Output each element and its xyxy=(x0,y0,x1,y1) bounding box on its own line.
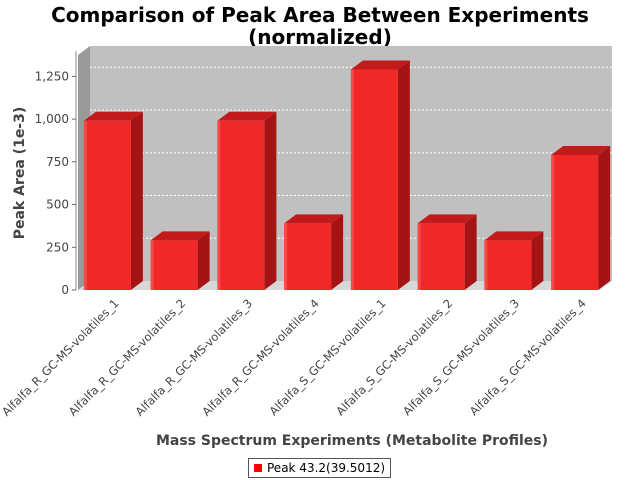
bar-highlight xyxy=(284,223,288,290)
x-tick-label: Alfalfa_S_GC-MS-volatiles_1 xyxy=(266,296,388,418)
bar-highlight xyxy=(217,120,221,290)
bar-top xyxy=(551,145,611,155)
chart-title-line-1: Comparison of Peak Area Between Experime… xyxy=(51,3,589,27)
bar-top xyxy=(150,231,210,241)
bar-side xyxy=(197,231,210,290)
x-tick-label: Alfalfa_S_GC-MS-volatiles_4 xyxy=(467,296,589,418)
bar-side xyxy=(397,60,410,291)
bar-top xyxy=(484,231,544,241)
bar xyxy=(350,60,410,291)
bar-side xyxy=(264,111,277,290)
bar-side xyxy=(531,231,544,290)
y-tick-label: 500 xyxy=(46,198,69,212)
x-tick-label: Alfalfa_S_GC-MS-volatiles_2 xyxy=(333,296,455,418)
bar xyxy=(417,214,477,290)
bar-highlight xyxy=(417,223,421,290)
bar xyxy=(551,145,611,290)
bar-side xyxy=(331,214,344,290)
bar-front xyxy=(150,240,198,290)
bar-side xyxy=(464,214,477,290)
x-tick-label: Alfalfa_R_GC-MS-volatiles_3 xyxy=(133,296,255,418)
bar-front xyxy=(284,223,332,290)
bar-front xyxy=(484,240,532,290)
bar-front xyxy=(417,223,465,290)
y-axis-title: Peak Area (1e-3) xyxy=(12,107,28,240)
y-tick-label: 750 xyxy=(46,155,69,169)
bar-highlight xyxy=(551,154,555,290)
y-tick-label: 0 xyxy=(61,283,69,297)
bar-top xyxy=(417,214,477,224)
bar-side xyxy=(598,145,611,290)
bar xyxy=(150,231,210,290)
bar-front xyxy=(217,120,265,290)
x-tick-label: Alfalfa_R_GC-MS-volatiles_1 xyxy=(0,296,121,418)
legend-label: Peak 43.2(39.5012) xyxy=(267,461,386,475)
bar xyxy=(484,231,544,290)
y-tick-label: 250 xyxy=(46,240,69,254)
bar-highlight xyxy=(350,69,354,290)
bar-front xyxy=(350,69,398,290)
y-tick-label: 1,000 xyxy=(35,112,69,126)
y-tick-label: 1,250 xyxy=(35,69,69,83)
bar-highlight xyxy=(83,120,87,290)
bar-top xyxy=(83,111,143,121)
x-tick-label: Alfalfa_R_GC-MS-volatiles_2 xyxy=(66,296,188,418)
x-tick-label: Alfalfa_R_GC-MS-volatiles_4 xyxy=(199,296,321,418)
bar xyxy=(284,214,344,290)
chart-title-line-2: (normalized) xyxy=(248,25,392,49)
x-tick-label: Alfalfa_S_GC-MS-volatiles_3 xyxy=(400,296,522,418)
bar-highlight xyxy=(150,240,154,290)
bar xyxy=(217,111,277,290)
x-axis-title: Mass Spectrum Experiments (Metabolite Pr… xyxy=(156,433,548,449)
bar-side xyxy=(130,111,143,290)
bar-top xyxy=(217,111,277,121)
plot-floor xyxy=(78,281,612,290)
bar-highlight xyxy=(484,240,488,290)
bar-top xyxy=(284,214,344,224)
bar-top xyxy=(350,60,410,70)
legend: Peak 43.2(39.5012) xyxy=(248,458,392,478)
bar xyxy=(83,111,143,290)
bar-front xyxy=(83,120,131,290)
legend-swatch-icon xyxy=(254,464,262,472)
bar-front xyxy=(551,154,599,290)
